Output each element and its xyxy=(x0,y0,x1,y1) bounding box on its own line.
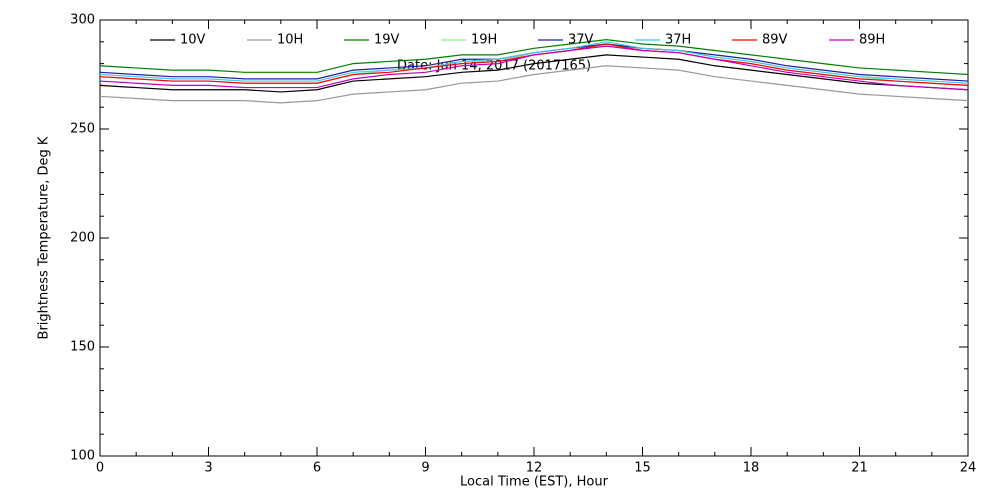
y-tick-label: 250 xyxy=(70,122,95,137)
x-tick-label: 6 xyxy=(313,461,321,476)
x-tick-label: 9 xyxy=(421,461,429,476)
plot-frame xyxy=(99,19,969,457)
y-axis-label: Brightness Temperature, Deg K xyxy=(37,136,52,339)
series-line xyxy=(99,65,969,104)
x-tick-label: 18 xyxy=(743,461,760,476)
legend-label: 10H xyxy=(277,33,303,48)
x-tick-label: 24 xyxy=(960,461,977,476)
series-line xyxy=(99,41,969,84)
x-tick-label: 21 xyxy=(851,461,868,476)
legend-label: 10V xyxy=(180,33,206,48)
y-tick-label: 100 xyxy=(70,449,95,464)
legend-label: 19H xyxy=(471,33,497,48)
legend-label: 19V xyxy=(374,33,400,48)
series-line xyxy=(99,54,969,93)
x-tick-label: 15 xyxy=(634,461,651,476)
legend-label: 37H xyxy=(665,33,691,48)
series-line xyxy=(99,45,969,91)
y-tick-label: 300 xyxy=(70,13,95,28)
y-tick-label: 150 xyxy=(70,340,95,355)
x-tick-label: 3 xyxy=(204,461,212,476)
legend-label: 89V xyxy=(762,33,788,48)
x-axis-label: Local Time (EST), Hour xyxy=(460,475,609,490)
x-tick-label: 12 xyxy=(526,461,543,476)
y-tick-label: 200 xyxy=(70,231,95,246)
x-tick-label: 0 xyxy=(96,461,104,476)
legend-label: 37V xyxy=(568,33,594,48)
series-line xyxy=(99,39,969,76)
legend-label: 89H xyxy=(859,33,885,48)
